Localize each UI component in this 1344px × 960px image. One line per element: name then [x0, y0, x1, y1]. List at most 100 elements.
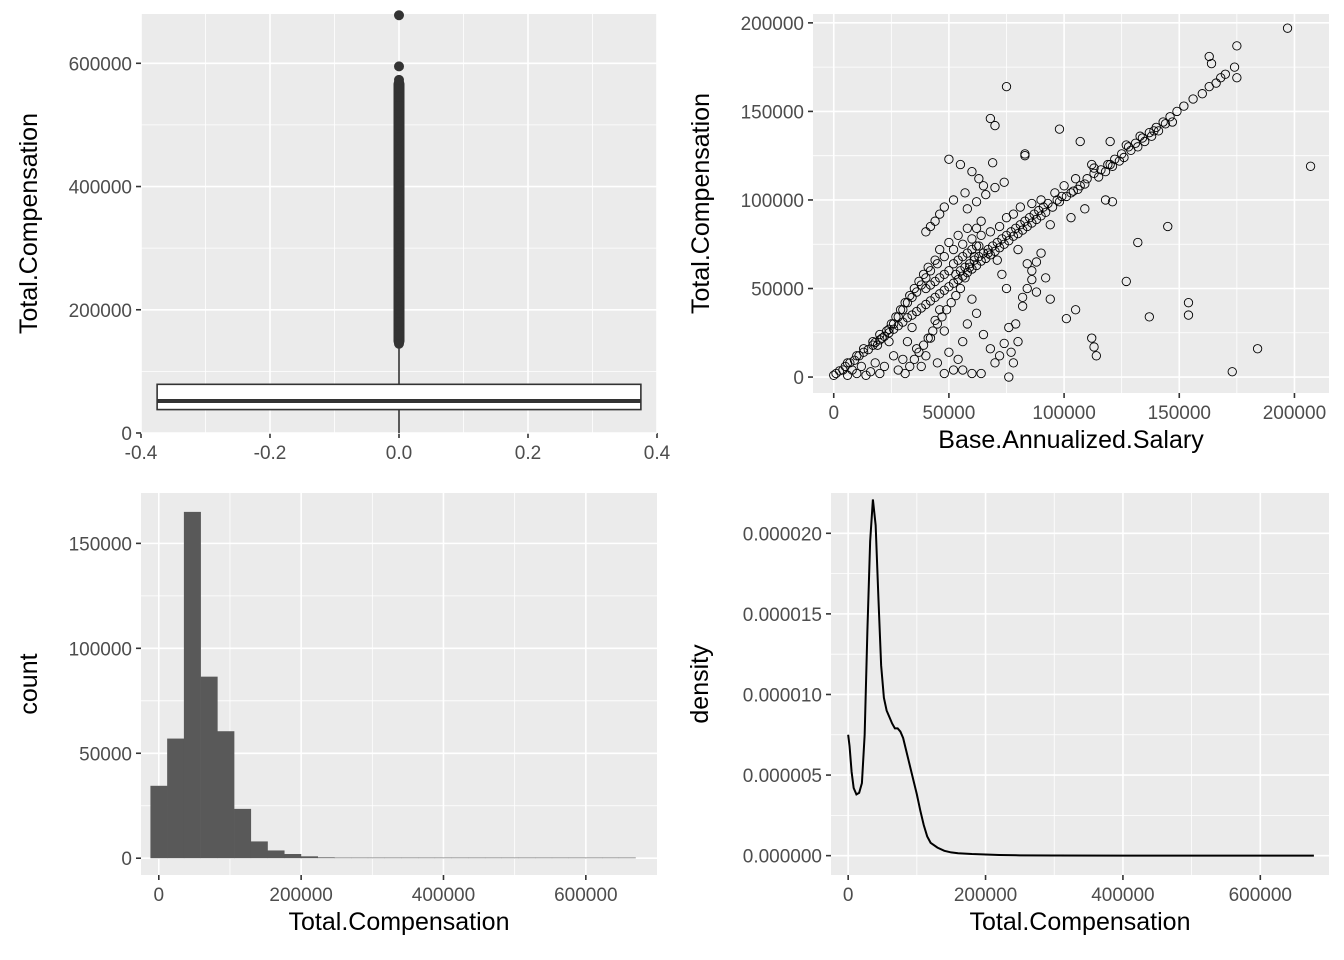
histogram-bar [568, 857, 586, 859]
x-tick-label: 400000 [412, 885, 475, 906]
scatter-point [967, 264, 977, 274]
x-axis-title: Total.Compensation [970, 908, 1191, 936]
scatter-point [1017, 301, 1028, 311]
density-line [847, 499, 1314, 857]
histogram-bar [384, 857, 402, 859]
y-tick-label: 0 [121, 849, 132, 870]
histogram-bar [602, 857, 620, 859]
histogram-bar [167, 738, 185, 859]
histogram-bar [234, 808, 252, 859]
scatter-point [1038, 202, 1049, 212]
scatter-point [1096, 165, 1106, 175]
histogram-bar [284, 854, 302, 859]
scatter-point [847, 365, 857, 375]
scatter-point [1029, 209, 1039, 219]
scatter-point [1027, 275, 1037, 285]
scatter-point [958, 365, 968, 375]
scatter-point [990, 246, 1000, 256]
scatter-point [988, 241, 998, 251]
scatter-point [886, 319, 896, 329]
x-tick-label: 0.2 [515, 443, 541, 464]
scatter-point [1013, 228, 1023, 239]
scatter-point [1041, 273, 1051, 283]
scatter-point [967, 294, 977, 304]
scatter-point [1220, 69, 1230, 79]
scatter-point [964, 262, 975, 272]
scatter-point [879, 361, 890, 372]
scatter-point [962, 319, 972, 329]
scatter-point [939, 368, 949, 379]
box-outlier [394, 329, 404, 340]
scatter-point [914, 347, 924, 357]
scatter-point [1013, 244, 1023, 255]
scatter-point [1089, 342, 1099, 352]
scatter-point [898, 354, 908, 365]
scatter-point [1087, 159, 1097, 170]
density-panel: 0 200000 400000 600000 0.000000 0.000005 0.000… [686, 493, 1329, 936]
scatter-point [1206, 58, 1217, 69]
y-tick-label: 150000 [741, 102, 804, 123]
scatter-point [974, 251, 984, 262]
scatter-point [1103, 159, 1113, 170]
box-outlier [394, 132, 404, 143]
scatter-point [1008, 358, 1019, 368]
scatter-point [946, 298, 956, 308]
scatter-point [967, 244, 977, 255]
scatter-point [916, 361, 926, 372]
scatter-point [939, 269, 949, 279]
scatter-point [898, 305, 908, 315]
scatter-point [1036, 211, 1046, 221]
scatter-point [895, 305, 906, 315]
scatter-point [852, 368, 862, 379]
scatter-point [1153, 126, 1164, 136]
scatter-point [944, 154, 954, 164]
y-tick-label: 0.000010 [743, 685, 822, 706]
box-outlier [394, 243, 404, 254]
scatter-point [1216, 73, 1226, 83]
scatter-point [856, 361, 867, 372]
scatter-point [1121, 140, 1131, 150]
scatter-point [1047, 202, 1058, 212]
histogram-bar [267, 850, 285, 859]
x-tick-label: 0 [828, 403, 839, 424]
scatter-point [930, 276, 940, 287]
panel-background [813, 14, 1329, 393]
scatter-point [1004, 372, 1014, 382]
scatter-point [944, 282, 954, 292]
scatter-point [882, 326, 892, 336]
scatter-point [1188, 94, 1198, 104]
scatter-point [978, 248, 989, 258]
scatter-point [990, 120, 1000, 131]
scatter-point [976, 230, 986, 241]
scatter-point [909, 283, 920, 294]
scatter-point [859, 344, 869, 354]
histogram-bar [451, 857, 469, 859]
scatter-point [921, 299, 931, 310]
box-outlier [394, 206, 404, 217]
scatter-point [902, 313, 913, 323]
y-axis-title: Total.Compensation [15, 113, 43, 334]
scatter-point [1146, 131, 1157, 141]
scatter-point [905, 290, 915, 301]
scatter-point [1158, 117, 1168, 127]
scatter-point [1114, 156, 1125, 166]
scatter-point [845, 358, 855, 368]
scatter-point [1017, 292, 1028, 303]
scatter-point [962, 267, 972, 278]
scatter-point [1080, 179, 1090, 189]
scatter-point [907, 310, 917, 320]
scatter-point [932, 358, 943, 368]
scatter-point [1022, 221, 1032, 232]
scatter-point [958, 251, 968, 262]
scatter-point [990, 182, 1000, 193]
scatter-point [1057, 191, 1067, 202]
histogram-bar [551, 857, 569, 859]
scatter-point [939, 251, 949, 262]
scatter-point [999, 338, 1009, 349]
scatter-point [971, 197, 982, 207]
scatter-point [971, 308, 982, 318]
box-outlier [394, 144, 404, 155]
y-axis-title: count [15, 653, 43, 714]
scatter-point [893, 312, 903, 322]
